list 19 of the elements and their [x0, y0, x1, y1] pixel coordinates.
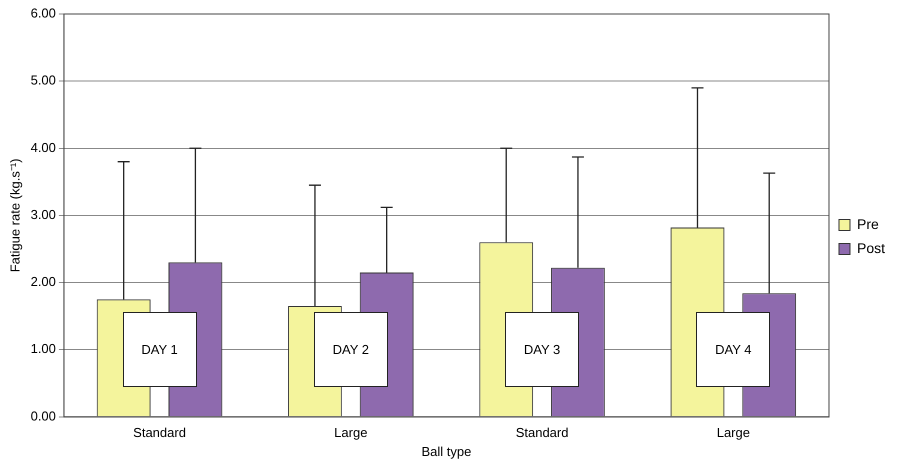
text-box: DAY 3	[505, 312, 580, 387]
y-axis-title: Fatigue rate (kg.s⁻¹)	[7, 158, 22, 272]
x-tick-label: Large	[716, 425, 750, 440]
y-tick-label: 4.00	[30, 140, 56, 155]
x-tick-label: Standard	[516, 425, 568, 440]
text-box: DAY 2	[314, 312, 388, 387]
y-tick-label: 6.00	[30, 6, 56, 21]
legend-label: Post	[856, 240, 886, 256]
x-axis-title: Ball type	[422, 444, 472, 459]
y-tick-label: 2.00	[30, 274, 56, 290]
text-box: DAY 1	[122, 312, 197, 387]
x-tick-label: Large	[334, 425, 368, 440]
y-tick-label: 1.00	[30, 341, 56, 356]
y-tick-label: 0.00	[30, 408, 56, 424]
y-tick-label: 3.00	[30, 206, 56, 222]
text-box: DAY 4	[696, 312, 770, 387]
legend-label: Pre	[856, 216, 879, 232]
y-tick-label: 5.00	[30, 72, 56, 88]
x-tick-label: Standard	[133, 425, 186, 440]
